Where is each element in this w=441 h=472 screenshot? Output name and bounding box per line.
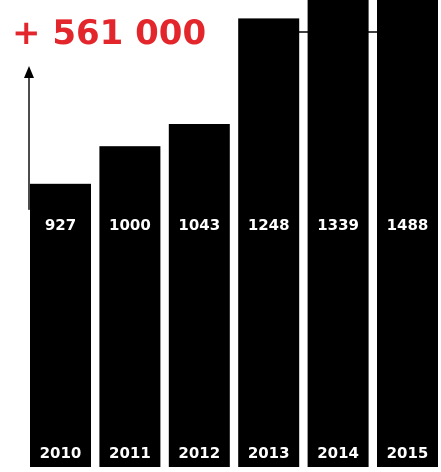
- year-label-2010: 2010: [40, 444, 82, 462]
- value-labels-group: 927 1000 1043 1248 1339 1488: [45, 216, 429, 234]
- year-label-2015: 2015: [387, 444, 429, 462]
- bar-2013: [238, 18, 300, 468]
- bar-2015: [377, 0, 438, 468]
- year-label-2012: 2012: [178, 444, 220, 462]
- value-label-2010: 927: [45, 216, 76, 234]
- growth-annotation: + 561 000: [12, 13, 206, 53]
- year-label-2011: 2011: [109, 444, 151, 462]
- arrow-left-head: [24, 66, 34, 78]
- value-label-2013: 1248: [248, 216, 290, 234]
- value-label-2014: 1339: [317, 216, 359, 234]
- year-labels-group: 2010 2011 2012 2013 2014 2015: [40, 444, 429, 462]
- year-label-2014: 2014: [317, 444, 359, 462]
- bar-2012: [168, 124, 230, 467]
- arrows-group: [24, 0, 419, 210]
- arrow-right-line: [250, 0, 419, 33]
- bars-group: [30, 0, 438, 468]
- bar-2014: [307, 0, 369, 468]
- value-label-2015: 1488: [387, 216, 429, 234]
- year-label-2013: 2013: [248, 444, 290, 462]
- arrow-right-head: [240, 27, 252, 37]
- bar-2011: [99, 146, 161, 467]
- value-label-2011: 1000: [109, 216, 151, 234]
- bar-2010: [30, 183, 91, 468]
- value-label-2012: 1043: [178, 216, 220, 234]
